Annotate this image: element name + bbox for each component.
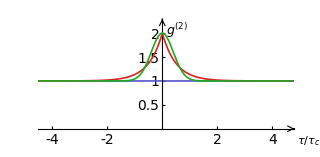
Text: $\tau/\tau_c$: $\tau/\tau_c$ (297, 135, 320, 148)
Text: $g^{(2)}$: $g^{(2)}$ (166, 21, 188, 40)
